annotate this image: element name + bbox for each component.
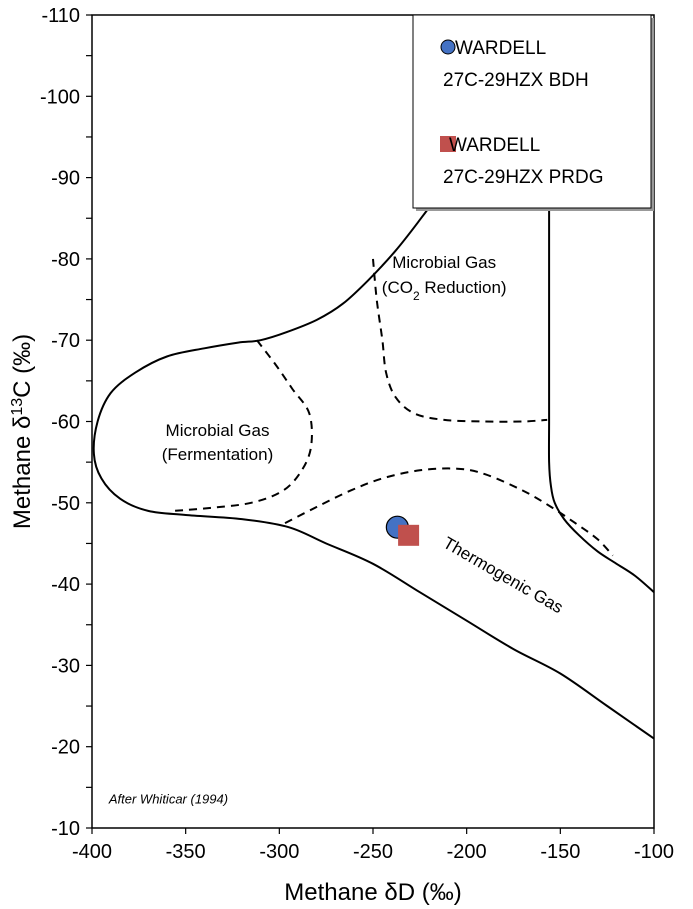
region-label-co2-line1: Microbial Gas xyxy=(392,253,496,272)
data-points xyxy=(385,515,420,546)
axis-ticks xyxy=(86,14,655,834)
region-label-co2-sub: 2 xyxy=(413,289,420,303)
dashed-boundary xyxy=(372,258,548,423)
y-tick-label: -90 xyxy=(51,168,80,190)
y-axis-title: Methane δ13C (‰) xyxy=(9,334,37,529)
field-boundaries xyxy=(92,169,655,740)
x-tick-label: -350 xyxy=(166,841,206,863)
region-label-fermentation-line2: (Fermentation) xyxy=(162,445,273,464)
solid-boundary xyxy=(92,169,655,740)
solid-boundary xyxy=(547,193,655,593)
y-tick-label: -40 xyxy=(51,574,80,596)
x-axis-title: Methane δD (‰) xyxy=(284,879,461,906)
legend-label-series-2-line2: 27C-29HZX PRDG xyxy=(443,167,604,188)
y-axis-title-suffix: C (‰) xyxy=(9,334,36,398)
legend-label-series-1-line1: WARDELL xyxy=(455,38,546,59)
y-tick-label: -110 xyxy=(41,5,80,27)
region-label-co2-line2: (CO2 Reduction) xyxy=(382,278,507,303)
x-tick-label: -250 xyxy=(353,841,393,863)
y-tick-label: -20 xyxy=(51,737,80,759)
x-tick-label: -100 xyxy=(634,841,674,863)
y-tick-label: -30 xyxy=(51,655,80,677)
y-tick-labels: -110 -100 -90 -80 -70 -60 -50 -40 -30 -20 -10 xyxy=(40,5,80,840)
legend-label-series-1-line2: 27C-29HZX BDH xyxy=(443,70,589,91)
dashed-boundary xyxy=(172,339,313,512)
x-tick-label: -300 xyxy=(259,841,299,863)
y-tick-label: -100 xyxy=(40,86,80,108)
y-tick-label: -80 xyxy=(51,249,80,271)
y-tick-label: -60 xyxy=(51,412,80,434)
data-point-prdg xyxy=(398,524,420,546)
y-axis-title-prefix: Methane δ xyxy=(9,416,36,529)
legend-label-series-2-line1: WARDELL xyxy=(449,135,540,156)
region-label-thermogenic: Thermogenic Gas xyxy=(440,533,567,617)
region-label-fermentation-line1: Microbial Gas xyxy=(166,421,270,440)
x-tick-label: -400 xyxy=(72,841,112,863)
dashed-boundary xyxy=(284,467,614,557)
legend-marker-square xyxy=(440,136,456,152)
y-tick-label: -50 xyxy=(51,493,80,515)
x-tick-label: -200 xyxy=(447,841,487,863)
legend-marker-circle xyxy=(440,39,456,55)
y-tick-label: -10 xyxy=(51,818,80,840)
legend: WARDELL 27C-29HZX BDH WARDELL 27C-29HZX … xyxy=(412,14,654,211)
region-labels: Microbial Gas (Fermentation) Microbial Gas… xyxy=(162,253,567,617)
y-tick-label: -70 xyxy=(51,330,80,352)
x-tick-labels: -400 -350 -300 -250 -200 -150 -100 xyxy=(72,841,674,863)
x-tick-label: -150 xyxy=(540,841,580,863)
region-label-co2-prefix: (CO xyxy=(382,278,413,297)
region-label-co2-suffix: Reduction) xyxy=(420,278,507,297)
y-axis-title-sup: 13 xyxy=(9,398,26,416)
source-note: After Whiticar (1994) xyxy=(108,792,228,807)
